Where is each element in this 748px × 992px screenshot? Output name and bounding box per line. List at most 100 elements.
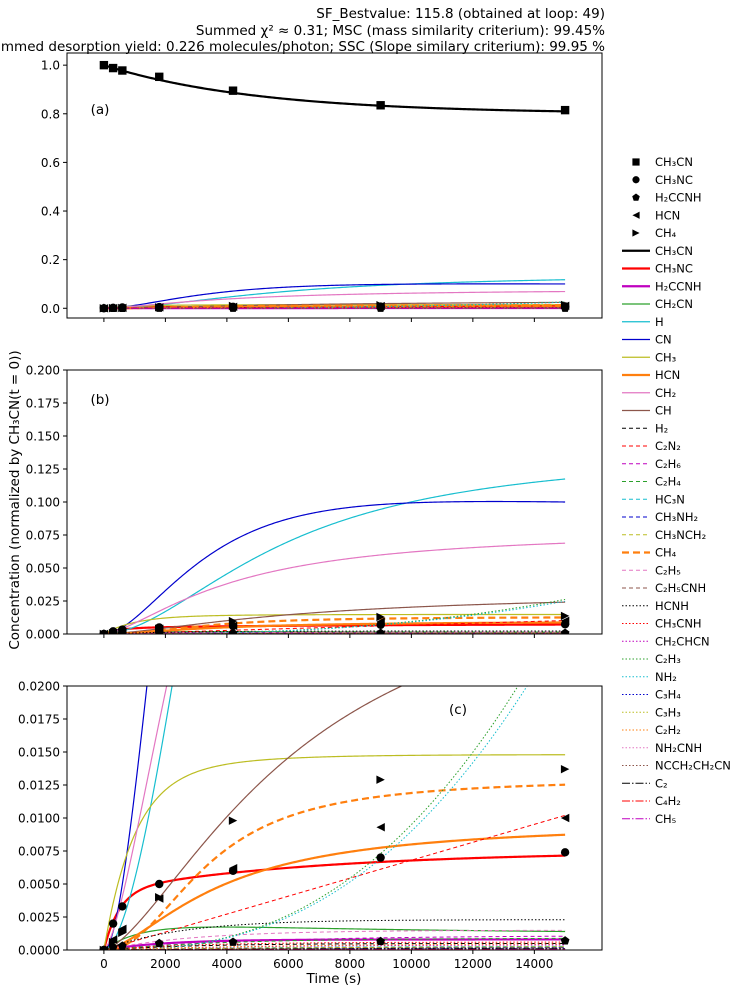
legend-label-model-24: NH₂ — [655, 670, 677, 684]
legend-label-exp-2: H₂CCNH — [655, 191, 702, 205]
legend-label-exp-3: HCN — [655, 208, 680, 222]
header-line-1: SF_Bestvalue: 115.8 (obtained at loop: 4… — [316, 6, 605, 22]
header-line-2: Summed χ² ≈ 0.31; MSC (mass similarity c… — [196, 23, 605, 39]
legend-marker-4 — [632, 229, 640, 237]
exp-point-2-4 — [228, 937, 238, 946]
y-tick-label: 0.075 — [26, 529, 60, 543]
exp-point-4-0 — [99, 629, 109, 634]
exp-point-2-6 — [560, 936, 570, 945]
x-tick-label: 6000 — [273, 957, 304, 971]
exp-point-0-3 — [155, 72, 164, 82]
x-tick-label: 0 — [100, 957, 108, 971]
model-line-17 — [103, 616, 566, 634]
exp-point-4-0 — [99, 945, 109, 950]
exp-point-2-6 — [560, 628, 570, 634]
y-tick-label: 0.0100 — [18, 812, 60, 826]
model-line-9 — [103, 601, 566, 634]
legend-label-model-20: HCNH — [655, 599, 689, 613]
y-tick-label: 0.0200 — [18, 680, 60, 694]
y-tick-label: 0.0125 — [18, 779, 60, 793]
exp-point-1-6 — [560, 848, 570, 857]
exp-point-4-5 — [376, 612, 385, 622]
exp-point-4-1 — [108, 937, 118, 947]
model-line-6 — [103, 304, 566, 309]
model-line-5 — [103, 686, 148, 950]
legend-label-model-9: CH — [655, 404, 672, 418]
legend-label-model-16: CH₃NCH₂ — [655, 528, 706, 542]
exp-point-3-2 — [118, 924, 127, 934]
legend-label-model-1: CH₃NC — [655, 262, 693, 276]
legend-label-model-19: C₂H₅CNH — [655, 581, 706, 595]
x-tick-label: 12000 — [454, 957, 492, 971]
exp-point-4-6 — [560, 611, 570, 621]
y-tick-label: 0.000 — [26, 628, 60, 642]
y-tick-label: 0.2 — [41, 253, 60, 267]
y-tick-label: 0.175 — [26, 397, 60, 411]
legend-label-model-4: H — [655, 315, 664, 329]
model-line-8 — [103, 542, 566, 634]
y-tick-label: 0.0150 — [18, 746, 60, 760]
exp-point-4-4 — [228, 301, 238, 311]
y-tick-label: 0.0 — [41, 302, 60, 316]
exp-point-4-4 — [228, 816, 238, 825]
y-tick-label: 0.6 — [41, 156, 60, 170]
model-line-5 — [103, 500, 566, 634]
exp-point-4-6 — [560, 764, 570, 774]
y-tick-label: 0.0175 — [18, 713, 60, 727]
exp-point-3-5 — [376, 823, 385, 832]
model-line-13 — [103, 937, 566, 950]
model-line-9 — [103, 301, 566, 309]
legend-label-model-2: H₂CCNH — [655, 279, 702, 293]
legend-label-model-12: C₂H₆ — [655, 457, 681, 471]
exp-markers — [99, 611, 570, 634]
y-tick-label: 0.0050 — [18, 878, 60, 892]
y-axis-label: Concentration (normalized by CH₃CN(t = 0… — [7, 350, 23, 649]
y-tick-label: 0.0000 — [18, 944, 60, 958]
model-line-5 — [103, 283, 566, 309]
model-line-30 — [103, 948, 566, 950]
legend-label-model-8: CH₂ — [655, 386, 676, 400]
y-tick-label: 1.0 — [41, 59, 60, 73]
exp-point-4-5 — [376, 300, 385, 310]
y-tick-label: 0.050 — [26, 562, 60, 576]
model-line-9 — [103, 686, 404, 950]
exp-point-0-0 — [99, 60, 109, 70]
legend-label-model-27: C₂H₂ — [655, 723, 681, 737]
legend-label-model-32: CH₅ — [655, 812, 677, 826]
model-line-23 — [103, 686, 519, 950]
exp-point-0-1 — [108, 63, 118, 73]
model-curves — [103, 64, 566, 310]
exp-point-4-6 — [560, 300, 570, 310]
exp-point-3-4 — [228, 863, 238, 873]
exp-point-0-5 — [376, 101, 385, 110]
panel-label: (a) — [91, 102, 110, 118]
legend-label-model-11: C₂N₂ — [655, 439, 681, 453]
exp-point-4-3 — [155, 624, 164, 633]
panel-label: (b) — [90, 392, 109, 408]
legend-label-exp-1: CH₃NC — [655, 173, 693, 187]
x-tick-label: 4000 — [212, 957, 243, 971]
panel-1: 0.0 0.2 0.4 0.6 0.8 1.0 (a) — [41, 52, 603, 322]
model-line-8 — [103, 290, 566, 309]
exp-point-1-1 — [108, 919, 118, 928]
exp-point-2-5 — [376, 936, 386, 946]
legend-marker-2 — [632, 193, 640, 201]
panel-3: 0.0000 0.0025 0.0050 0.0075 0.0100 0.0125 0.01… — [18, 680, 603, 971]
y-tick-label: 0.100 — [26, 496, 60, 510]
exp-point-2-4 — [228, 628, 238, 634]
exp-markers — [99, 60, 570, 313]
y-tick-label: 0.8 — [41, 107, 60, 121]
panel-label: (c) — [449, 702, 467, 718]
y-tick-label: 0.0025 — [18, 911, 60, 925]
model-line-4 — [103, 686, 173, 950]
header-line-3: Summed desorption yield: 0.226 molecules… — [0, 39, 605, 55]
model-line-2 — [103, 938, 566, 950]
x-tick-label: 14000 — [515, 957, 553, 971]
legend-label-model-7: HCN — [655, 368, 680, 382]
x-tick-label: 8000 — [335, 957, 366, 971]
x-tick-label: 10000 — [392, 957, 430, 971]
model-curves — [103, 478, 566, 634]
model-line-2 — [103, 631, 566, 634]
exp-point-3-4 — [228, 621, 238, 631]
